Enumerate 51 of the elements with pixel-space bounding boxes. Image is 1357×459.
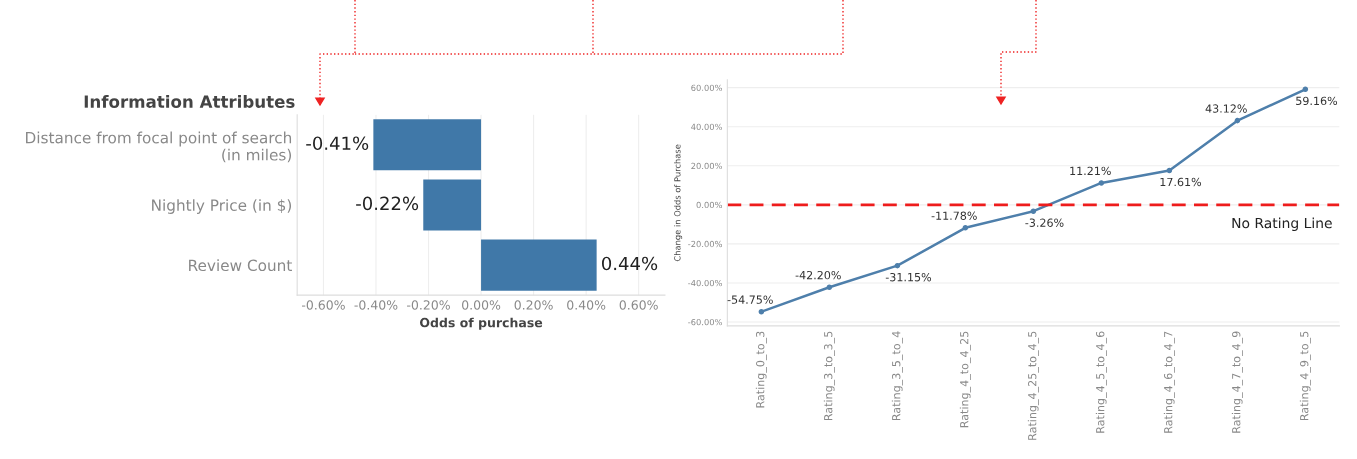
x-tick-label: Rating_4_to_4_25 <box>959 331 971 428</box>
point <box>1098 180 1105 186</box>
x-tick-label: Rating_4_9_to_5 <box>1299 331 1311 421</box>
x-tick-label: -0.20% <box>407 300 450 310</box>
y-tick-label: Distance from focal point of search (in miles) <box>26 131 292 163</box>
data-label: 11.21% <box>1070 166 1111 176</box>
ref-line-label: No Rating Line <box>1232 217 1332 231</box>
data-label: -54.75% <box>727 295 773 304</box>
y-tick-label: -60.00% <box>688 318 723 326</box>
y-tick-label: 40.00% <box>691 123 723 131</box>
point <box>894 262 901 269</box>
data-label: -11.78% <box>931 211 977 220</box>
x-tick-label: 0.20% <box>514 300 553 310</box>
point <box>1234 117 1241 124</box>
x-tick-label: Rating_3_to_3_5 <box>823 331 835 421</box>
y-axis-title: Information Attributes <box>84 95 295 108</box>
data-label: -3.26% <box>1025 218 1064 227</box>
x-tick-label: Rating_4_25_to_4_5 <box>1027 331 1039 440</box>
data-label: 0.44% <box>601 256 658 271</box>
point <box>1030 208 1037 214</box>
x-tick-label: Rating_3_5_to_4 <box>891 331 903 421</box>
y-tick-label: Review Count <box>189 259 292 272</box>
x-tick-label: -0.40% <box>354 300 398 310</box>
x-tick-label: Rating_4_5_to_4_6 <box>1095 331 1107 433</box>
point <box>826 284 833 291</box>
y-tick-label: Nightly Price (in $) <box>152 199 292 214</box>
x-axis-title: Odds of purchase <box>420 317 543 330</box>
y-axis-title: Change in Odds of Purchase <box>674 144 683 262</box>
point <box>962 225 969 231</box>
x-tick-label: Rating_4_7_to_4_9 <box>1231 331 1243 433</box>
y-tick-label: 20.00% <box>691 162 723 170</box>
x-tick-label: -0.60% <box>301 300 345 310</box>
y-tick-label: -20.00% <box>688 240 723 248</box>
data-label: -42.20% <box>795 270 841 280</box>
y-tick-label: 0.00% <box>696 201 723 209</box>
point <box>758 308 765 315</box>
data-label: 17.61% <box>1160 177 1202 187</box>
x-tick-label: Rating_4_6_to_4_7 <box>1163 331 1175 433</box>
y-tick-label: 60.00% <box>691 84 723 91</box>
data-label: 43.12% <box>1205 104 1247 113</box>
data-label: -31.15% <box>885 272 932 282</box>
x-tick-label: 0.40% <box>567 300 606 310</box>
x-tick-label: 0.00% <box>462 300 501 310</box>
y-tick-label: -40.00% <box>688 279 723 287</box>
data-label: 59.16% <box>1296 96 1338 106</box>
point <box>1302 86 1309 93</box>
point <box>1166 167 1173 174</box>
data-label: -0.22% <box>356 196 419 211</box>
x-tick-label: Rating_0_to_3 <box>755 331 767 408</box>
x-tick-label: 0.60% <box>619 300 658 310</box>
data-label: -0.41% <box>306 136 369 151</box>
